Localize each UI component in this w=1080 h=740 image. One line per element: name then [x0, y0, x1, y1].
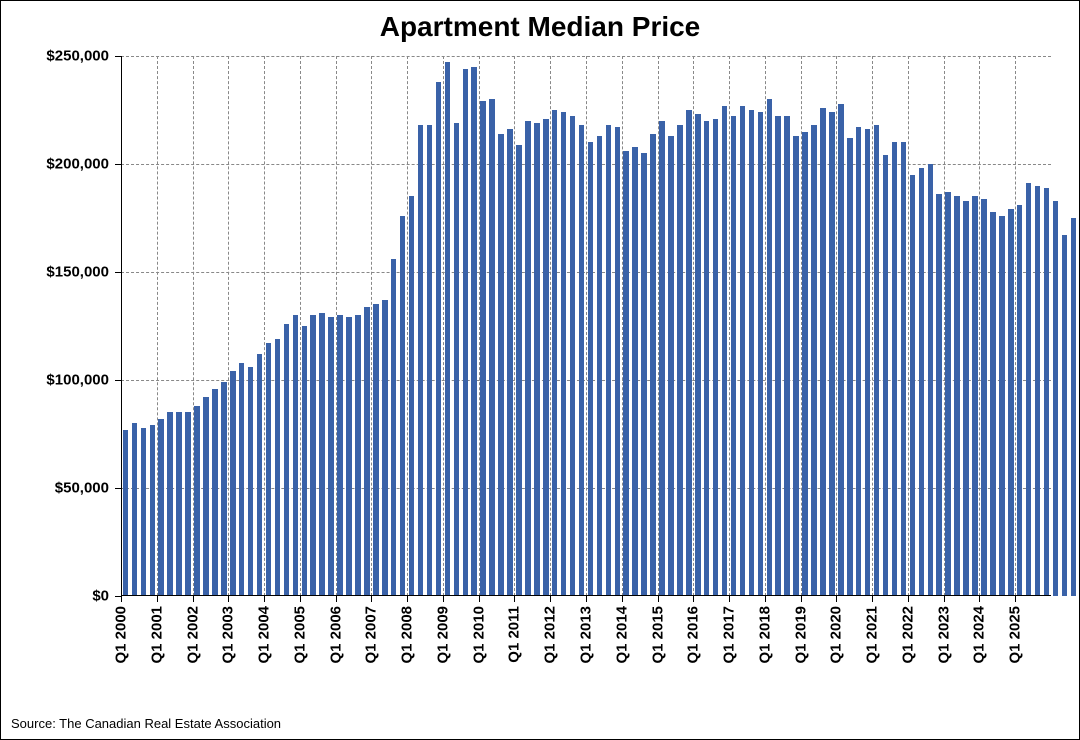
- x-tick-label: Q1 2012: [542, 606, 559, 664]
- y-tick-mark: [115, 56, 121, 57]
- x-tick-mark: [836, 596, 837, 602]
- x-tick-label: Q1 2002: [184, 606, 201, 664]
- x-tick-label: Q1 2024: [971, 606, 988, 664]
- x-tick-label: Q1 2003: [220, 606, 237, 664]
- x-tick-label: Q1 2017: [721, 606, 738, 664]
- x-tick-mark: [228, 596, 229, 602]
- x-tick-mark: [157, 596, 158, 602]
- y-tick-label: $250,000: [1, 48, 109, 65]
- y-tick-label: $150,000: [1, 264, 109, 281]
- x-tick-label: Q1 2006: [327, 606, 344, 664]
- x-tick-mark: [336, 596, 337, 602]
- x-tick-label: Q1 2005: [291, 606, 308, 664]
- y-tick-label: $50,000: [1, 480, 109, 497]
- x-tick-label: Q1 2004: [256, 606, 273, 664]
- x-tick-mark: [872, 596, 873, 602]
- x-tick-label: Q1 2015: [649, 606, 666, 664]
- x-tick-mark: [443, 596, 444, 602]
- x-tick-mark: [479, 596, 480, 602]
- x-tick-mark: [1015, 596, 1016, 602]
- chart-container: Apartment Median Price $0 $50,000 $100,000…: [0, 0, 1080, 740]
- x-tick-mark: [801, 596, 802, 602]
- x-tick-mark: [193, 596, 194, 602]
- chart-title: Apartment Median Price: [1, 11, 1079, 43]
- x-tick-label: Q1 2010: [470, 606, 487, 664]
- y-tick-mark: [115, 164, 121, 165]
- y-tick-mark: [115, 488, 121, 489]
- x-tick-label: Q1 2009: [434, 606, 451, 664]
- x-tick-mark: [729, 596, 730, 602]
- bar: [1071, 218, 1077, 596]
- y-tick-mark: [115, 272, 121, 273]
- x-tick-mark: [979, 596, 980, 602]
- y-tick-label: $0: [1, 588, 109, 605]
- x-tick-label: Q1 2018: [756, 606, 773, 664]
- x-tick-label: Q1 2025: [1007, 606, 1024, 664]
- plot-area: [121, 56, 1051, 596]
- x-tick-label: Q1 2007: [363, 606, 380, 664]
- x-tick-label: Q1 2022: [899, 606, 916, 664]
- x-tick-mark: [121, 596, 122, 602]
- x-tick-mark: [371, 596, 372, 602]
- x-tick-mark: [693, 596, 694, 602]
- x-tick-label: Q1 2019: [792, 606, 809, 664]
- x-tick-label: Q1 2023: [935, 606, 952, 664]
- x-tick-mark: [264, 596, 265, 602]
- x-tick-mark: [908, 596, 909, 602]
- bar: [1053, 201, 1059, 596]
- x-tick-label: Q1 2000: [113, 606, 130, 664]
- y-axis-line: [121, 56, 122, 596]
- x-tick-mark: [550, 596, 551, 602]
- x-tick-mark: [586, 596, 587, 602]
- x-tick-label: Q1 2021: [864, 606, 881, 664]
- x-tick-mark: [765, 596, 766, 602]
- y-tick-mark: [115, 380, 121, 381]
- x-tick-mark: [658, 596, 659, 602]
- y-tick-label: $100,000: [1, 372, 109, 389]
- x-tick-mark: [407, 596, 408, 602]
- axes-layer: [121, 56, 1051, 596]
- source-text: Source: The Canadian Real Estate Associa…: [11, 716, 281, 731]
- x-tick-label: Q1 2001: [148, 606, 165, 664]
- x-tick-label: Q1 2020: [828, 606, 845, 664]
- x-tick-mark: [622, 596, 623, 602]
- x-tick-mark: [300, 596, 301, 602]
- x-tick-label: Q1 2011: [506, 606, 523, 663]
- bar: [1062, 235, 1068, 596]
- x-tick-label: Q1 2014: [613, 606, 630, 664]
- x-tick-label: Q1 2016: [685, 606, 702, 664]
- x-tick-mark: [514, 596, 515, 602]
- x-tick-mark: [944, 596, 945, 602]
- y-tick-label: $200,000: [1, 156, 109, 173]
- x-tick-label: Q1 2008: [399, 606, 416, 664]
- x-tick-label: Q1 2013: [578, 606, 595, 664]
